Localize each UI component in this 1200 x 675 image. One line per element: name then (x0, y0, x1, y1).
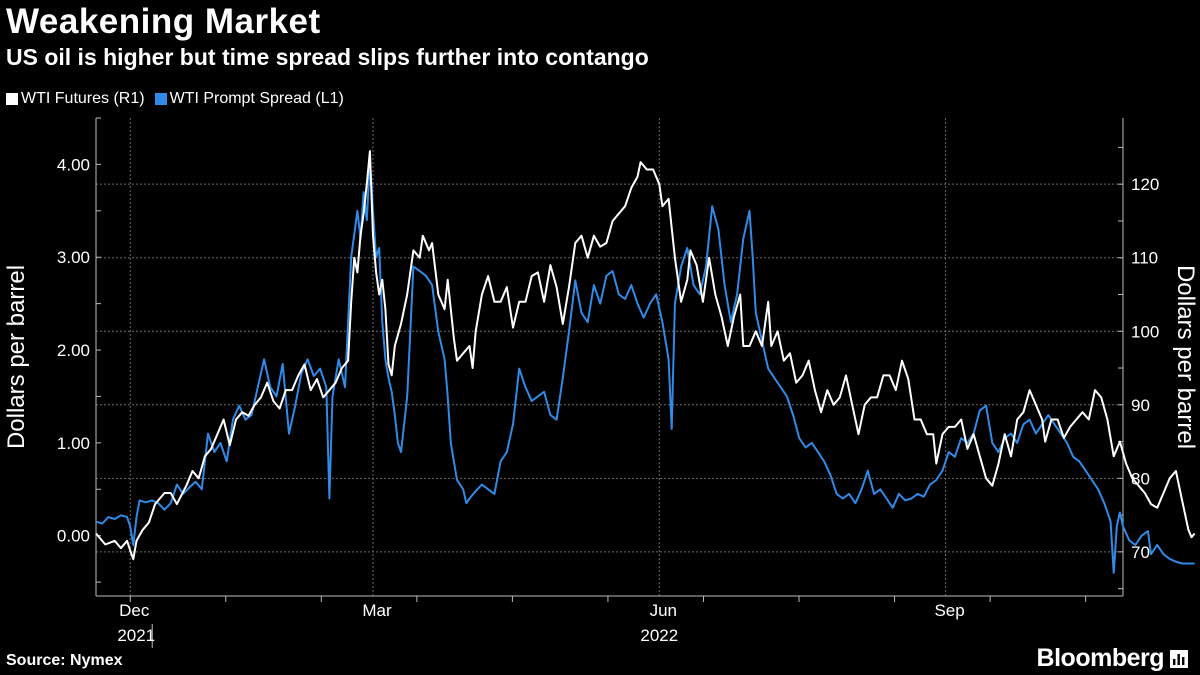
x-tick-label: Mar (362, 601, 392, 620)
x-tick-label: Sep (934, 601, 964, 620)
left-tick-label: 0.00 (57, 527, 90, 546)
right-tick-label: 110 (1131, 249, 1158, 268)
legend-swatch-white (6, 93, 18, 105)
series-line-prompt-spread (95, 158, 1195, 574)
chart-title: Weakening Market (6, 2, 321, 41)
chart-gridlines (96, 118, 1123, 596)
right-tick-label: 120 (1131, 175, 1159, 194)
right-tick-label: 100 (1131, 322, 1159, 341)
legend-item-wti-futures[interactable]: WTI Futures (R1) (6, 90, 145, 108)
chart-series (95, 150, 1196, 574)
x-year-label: 2022 (640, 626, 678, 645)
legend-label: WTI Prompt Spread (L1) (169, 90, 344, 107)
right-tick-label: 80 (1131, 469, 1150, 488)
chart-tick-labels: 0.00 1.00 2.00 3.00 4.00 70 80 90 100 110 120 Dec Ma… (3, 155, 1199, 645)
source-note: Source: Nymex (6, 652, 123, 669)
series-line-wti-futures (95, 150, 1196, 561)
bloomberg-mark-icon (1170, 649, 1188, 668)
chart-legend: WTI Futures (R1) WTI Prompt Spread (L1) (6, 90, 354, 108)
bloomberg-logo: Bloomberg (1037, 644, 1188, 673)
right-tick-label: 90 (1131, 396, 1150, 415)
left-axis-title: Dollars per barrel (3, 265, 30, 449)
right-tick-label: 70 (1131, 543, 1150, 562)
chart-subtitle: US oil is higher but time spread slips f… (6, 44, 649, 70)
brand-name: Bloomberg (1036, 644, 1165, 672)
legend-item-prompt-spread[interactable]: WTI Prompt Spread (L1) (154, 90, 344, 108)
left-tick-label: 4.00 (57, 155, 90, 174)
left-tick-label: 2.00 (57, 341, 90, 360)
left-tick-label: 1.00 (57, 434, 90, 453)
legend-swatch-blue (154, 93, 167, 105)
x-tick-label: Jun (650, 601, 677, 620)
left-tick-label: 3.00 (57, 248, 90, 267)
x-tick-label: Dec (119, 601, 150, 620)
chart-axes (95, 117, 1124, 648)
x-year-label: 2021 (117, 626, 155, 645)
legend-label: WTI Futures (R1) (21, 90, 145, 107)
right-axis-title: Dollars per barrel (1172, 265, 1199, 449)
